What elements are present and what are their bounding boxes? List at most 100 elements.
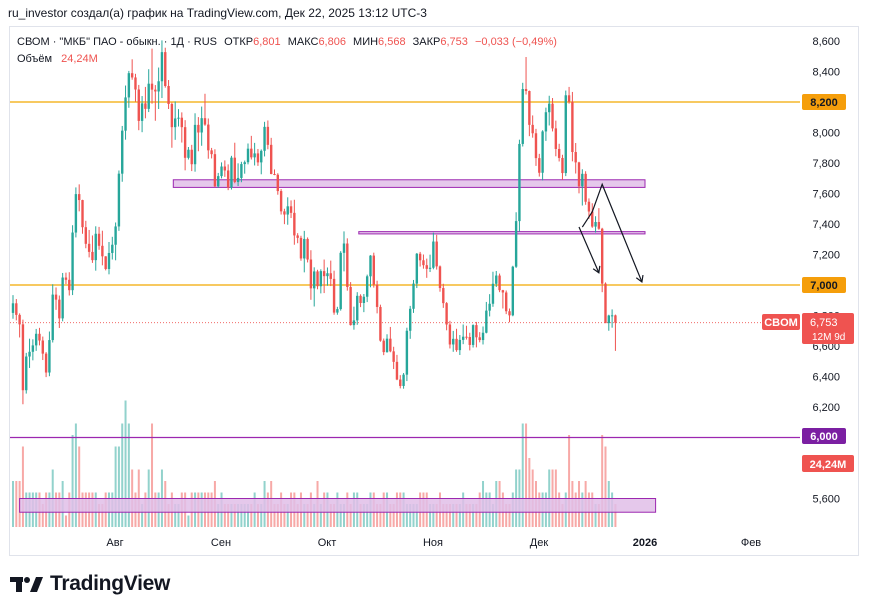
candle (610, 309, 614, 328)
candle (276, 173, 279, 195)
level-tag-6000[interactable]: 6,000 (802, 428, 846, 444)
y-tick-label: 7,800 (812, 158, 840, 170)
price-tag-ticker: CBOM (764, 317, 798, 329)
volume-bar (359, 504, 362, 527)
chart-frame (9, 26, 859, 556)
arrow-head (592, 265, 601, 274)
candle (183, 120, 187, 171)
volume-bar (432, 504, 435, 527)
candle (322, 259, 326, 294)
candle (435, 234, 438, 270)
volume-bar (12, 481, 14, 527)
candle (303, 230, 306, 273)
current-price-tag[interactable]: CBOM 6,753 12M 9d (762, 313, 854, 344)
volume-bar (247, 504, 250, 527)
candle (445, 302, 448, 331)
volume-bar (452, 504, 455, 527)
candle (150, 48, 154, 104)
candle (217, 172, 220, 188)
time-axis: Авг Сен Окт Ноя Дек 2026 Фев (106, 537, 761, 549)
volume-bar (117, 446, 120, 527)
candle (236, 163, 240, 187)
zone-rect[interactable] (172, 179, 646, 188)
zone-rect[interactable] (358, 231, 646, 235)
zone-rect[interactable] (19, 498, 657, 513)
candle (286, 197, 289, 225)
legend-low-label: МИН (353, 36, 378, 48)
volume-bar (429, 504, 432, 527)
level-tag-7000[interactable]: 7,000 (802, 277, 846, 293)
volume-bar (455, 504, 458, 527)
level-tag-8200[interactable]: 8,200 (802, 94, 846, 110)
candle (167, 80, 170, 110)
candle (74, 187, 78, 238)
x-tick-label: 2026 (633, 537, 657, 549)
candle (117, 170, 121, 231)
candle (154, 85, 157, 121)
candle (574, 143, 577, 174)
candle (375, 280, 379, 314)
volume-bar (256, 504, 259, 527)
x-tick-label: Ноя (423, 537, 443, 549)
candle (279, 189, 283, 215)
y-tick-label: 6,200 (812, 402, 840, 414)
volume-bar (124, 400, 127, 527)
candle (87, 229, 91, 258)
volume-bar (445, 504, 448, 527)
volume-bar (217, 504, 220, 527)
y-tick-label: 7,600 (812, 189, 840, 201)
tradingview-logo-icon (10, 577, 43, 592)
candle (223, 160, 227, 177)
volume-bar (15, 481, 18, 527)
forecast-arrow-line[interactable] (578, 226, 600, 274)
volume-tag[interactable]: 24,24M (802, 455, 854, 472)
candle (273, 169, 276, 176)
volume-bar (568, 435, 571, 527)
y-tick-label: 7,200 (812, 250, 840, 262)
legend-close: 6,753 (440, 36, 468, 48)
candle (190, 144, 193, 172)
legend-volume-label: Объём (17, 53, 52, 65)
candle (504, 290, 508, 315)
volume-bar (376, 504, 379, 527)
candle (226, 164, 230, 191)
volume-bar (528, 458, 531, 527)
candle (326, 267, 329, 286)
x-tick-label: Фев (741, 537, 761, 549)
candle (561, 154, 564, 180)
candle (418, 251, 422, 267)
candle (405, 327, 409, 382)
candle (289, 200, 293, 219)
volume-bar (442, 504, 445, 527)
volume-bar (78, 446, 81, 527)
forecast-arrow-line[interactable] (581, 182, 643, 283)
candle (316, 269, 319, 290)
legend-low: 6,568 (378, 36, 406, 48)
tradingview-logo[interactable]: TradingView (10, 572, 170, 596)
candle (197, 117, 200, 152)
price-tag-countdown: 12M 9d (812, 332, 845, 343)
candle (91, 235, 94, 263)
chart-caption: ru_investor создал(а) график на TradingV… (8, 6, 427, 20)
candle (587, 198, 591, 219)
volume-bar (415, 504, 418, 527)
candle (452, 330, 455, 352)
candle (173, 101, 177, 140)
candle (382, 338, 385, 356)
candle (554, 120, 558, 157)
candle (38, 327, 41, 346)
volume-bar (597, 504, 600, 527)
candle (147, 69, 150, 113)
candle (495, 270, 498, 287)
candle (25, 352, 28, 394)
candle (34, 328, 38, 351)
volume-bar (71, 435, 74, 527)
candle (339, 251, 342, 311)
candle (81, 199, 84, 234)
candle (448, 320, 452, 349)
candle (246, 143, 250, 165)
volume-bar (521, 423, 524, 527)
candle (104, 256, 107, 271)
candle (438, 265, 442, 292)
